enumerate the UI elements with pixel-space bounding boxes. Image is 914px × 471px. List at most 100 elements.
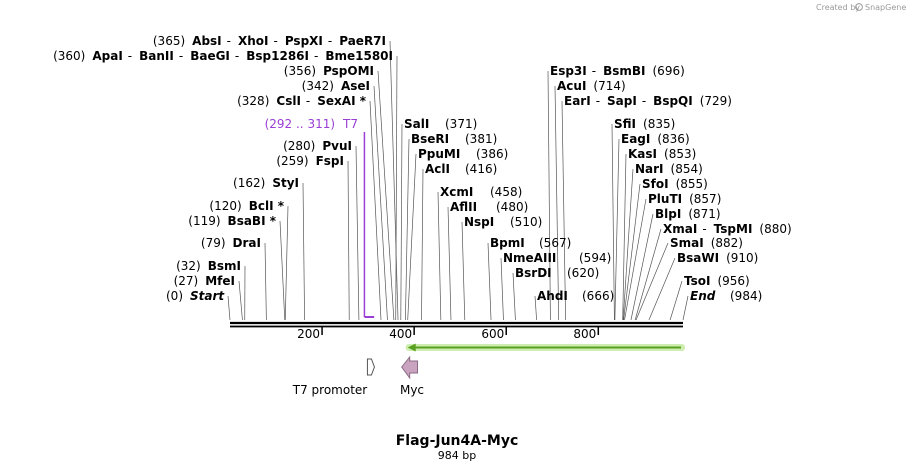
backbone: 200 400 600 800 xyxy=(230,321,683,341)
cut-site-line xyxy=(279,220,286,321)
cut-position: (620) xyxy=(567,266,599,280)
cut-position: (32) xyxy=(176,259,201,273)
enzyme-label-mfei: (27) MfeI xyxy=(174,274,235,288)
enzyme-name: PaeR7I xyxy=(339,34,386,48)
cut-position: (458) xyxy=(490,185,522,199)
cut-position: (853) xyxy=(664,147,696,161)
separator: - xyxy=(596,94,600,108)
cut-site-line xyxy=(264,242,267,321)
enzyme-name: DraI xyxy=(233,236,261,250)
cut-position: (910) xyxy=(726,251,758,265)
enzyme-label-pvui: (280) PvuI xyxy=(283,139,352,153)
enzyme-labels: (365) AbsI - XhoI - PspXI - PaeR7I(360) ApaI - Ban… xyxy=(53,34,792,318)
axis-tick-label: 600 xyxy=(481,327,504,341)
cut-site-line xyxy=(648,257,676,321)
separator: - xyxy=(235,49,239,63)
cut-site-connectors xyxy=(227,40,689,321)
enzyme-name: SfoI xyxy=(642,177,669,191)
enzyme-label-eari-sapi-bspqi: EarI - SapI - BspQI (729) xyxy=(564,94,732,108)
enzyme-name: BsmBI xyxy=(603,64,645,78)
map-title: Flag-Jun4A-Myc xyxy=(396,433,519,449)
enzyme-label-blpi: BlpI (871) xyxy=(655,207,721,221)
cut-position: (666) xyxy=(582,289,614,303)
cut-position: (857) xyxy=(689,192,721,206)
cut-position: (714) xyxy=(593,79,625,93)
cut-position: (729) xyxy=(700,94,732,108)
enzyme-label-bcli: (120) BclI * xyxy=(209,199,284,213)
cut-position: (567) xyxy=(539,236,571,250)
enzyme-label-pluti: PluTI (857) xyxy=(648,192,721,206)
cut-site-line xyxy=(635,242,669,321)
enzyme-label-kasi: KasI (853) xyxy=(628,147,696,161)
enzyme-name: BsaBI * xyxy=(228,214,277,228)
cut-site-line xyxy=(373,85,388,321)
cut-site-line xyxy=(622,168,634,321)
cut-site-line xyxy=(611,123,615,321)
credit-brand: SnapGene xyxy=(865,3,906,12)
enzyme-name: TspMI xyxy=(714,222,753,236)
enzyme-label-xcmi: XcmI xyxy=(440,185,473,199)
cut-site-line xyxy=(634,228,662,321)
cut-position: (510) xyxy=(510,215,542,229)
enzyme-label-bsmi: (32) BsmI xyxy=(176,259,241,273)
enzyme-name: SexAI * xyxy=(317,94,366,108)
cut-site-line xyxy=(447,206,452,321)
start-label: Start xyxy=(190,289,225,303)
cut-position: (120) xyxy=(209,199,241,213)
enzyme-label-nspi: NspI xyxy=(464,215,494,229)
cut-position: (119) xyxy=(188,214,220,228)
cut-site-line xyxy=(682,295,689,321)
cut-position: (27) xyxy=(174,274,199,288)
primer-label: (292 .. 311) T7 xyxy=(265,117,358,131)
enzyme-name: Bsp1286I xyxy=(246,49,309,63)
enzyme-name: XhoI xyxy=(238,34,269,48)
enzyme-label-bsrdi: BsrDI xyxy=(515,266,552,280)
enzyme-label-acui: AcuI (714) xyxy=(557,79,626,93)
cut-position: (162) xyxy=(233,176,265,190)
cut-position: (882) xyxy=(711,236,743,250)
cut-position: (79) xyxy=(201,236,226,250)
cut-site-line xyxy=(669,280,683,321)
axis-tick-label: 400 xyxy=(389,327,412,341)
cut-position: (416) xyxy=(465,162,497,176)
cut-position: (855) xyxy=(676,177,708,191)
separator: - xyxy=(227,34,231,48)
cut-site-line xyxy=(461,221,466,321)
cut-position: (280) xyxy=(283,139,315,153)
enzyme-name: EagI xyxy=(621,132,650,146)
primer-range: (292 .. 311) xyxy=(265,117,335,131)
cut-site-line xyxy=(355,145,360,321)
start-position: (0) xyxy=(166,289,183,303)
cut-site-line xyxy=(405,138,410,321)
enzyme-label-eagi: EagI (836) xyxy=(621,132,690,146)
cut-site-line xyxy=(227,295,231,321)
separator: - xyxy=(274,34,278,48)
orf-arrow-head xyxy=(407,343,416,352)
end-position: (984) xyxy=(730,289,762,303)
enzyme-label-drai: (79) DraI xyxy=(201,236,261,250)
cut-site-line xyxy=(377,70,395,321)
cut-site-line xyxy=(630,213,654,321)
cut-position: (871) xyxy=(688,207,720,221)
enzyme-name: BlpI xyxy=(655,207,681,221)
cut-position: (480) xyxy=(496,200,528,214)
enzyme-label-apai-banii-baegi-bsp1286i-bme1580i: (360) ApaI - BanII - BaeGI - Bsp1286I - Bme1580I xyxy=(53,49,393,63)
enzyme-label-xmai-tspmi: XmaI - TspMI (880) xyxy=(663,222,792,236)
cut-site-line xyxy=(623,183,641,321)
enzyme-label-ahdi: AhdI xyxy=(537,289,568,303)
cut-position: (259) xyxy=(276,154,308,168)
enzyme-name: XmaI xyxy=(663,222,697,236)
features: T7 promoter Myc xyxy=(292,343,685,397)
end-label: End xyxy=(690,289,716,303)
cut-position: (880) xyxy=(759,222,791,236)
cut-site-line xyxy=(512,272,516,321)
enzyme-name: BaeGI xyxy=(190,49,230,63)
cut-site-line xyxy=(395,55,398,321)
enzyme-label-pspomi: (356) PspOMI xyxy=(284,64,374,78)
enzyme-name: FspI xyxy=(316,154,344,168)
enzyme-label-nari: NarI (854) xyxy=(635,162,703,176)
cut-site-line xyxy=(534,295,537,321)
cut-site-line xyxy=(389,40,399,321)
axis-tick-label: 800 xyxy=(573,327,596,341)
